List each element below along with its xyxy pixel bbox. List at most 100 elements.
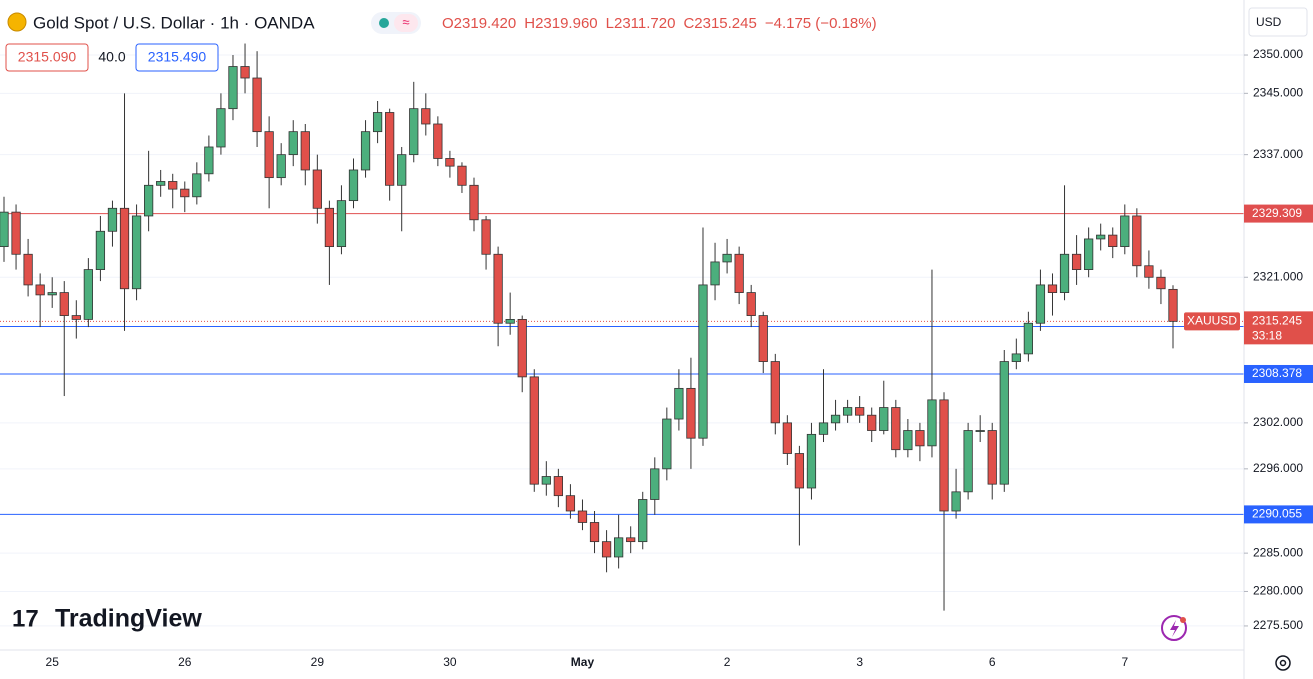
settings-icon[interactable] — [1275, 655, 1291, 671]
line-label-box — [1244, 364, 1313, 383]
candle-body — [11, 211, 21, 255]
candle-body — [264, 131, 274, 179]
candle-body — [698, 284, 708, 439]
y-tick-label: 2280.000 — [1253, 584, 1303, 598]
x-tick-label: 30 — [443, 655, 457, 669]
candle-body — [385, 112, 395, 186]
bid-price: 2315.090 — [18, 49, 77, 65]
chart-title: Gold Spot / U.S. Dollar · 1h · OANDA — [33, 13, 315, 32]
candle-body — [192, 173, 202, 198]
ohlc-value: L2311.720 — [606, 15, 676, 32]
candle-body — [300, 131, 310, 171]
ask-price: 2315.490 — [148, 49, 207, 65]
watermark-logo: 17 — [12, 605, 39, 632]
x-tick-label: May — [571, 655, 595, 669]
x-tick-label: 7 — [1121, 655, 1128, 669]
candle-body — [879, 407, 889, 431]
ohlc-value: H2319.960 — [524, 15, 597, 32]
candle-body — [47, 292, 57, 296]
candle-body — [1011, 353, 1021, 362]
candle-body — [818, 422, 829, 435]
countdown: 33:18 — [1252, 329, 1282, 343]
candle-body — [842, 407, 853, 416]
ask-box[interactable] — [135, 43, 219, 72]
settings-icon-center — [1279, 659, 1287, 667]
candle-body — [1035, 284, 1046, 324]
candle-body — [119, 207, 130, 290]
y-tick-label: 2350.000 — [1253, 47, 1303, 61]
candle-body — [626, 537, 636, 543]
currency-button[interactable] — [1248, 7, 1308, 37]
candle-body — [770, 361, 780, 424]
candle-body — [156, 181, 166, 186]
candle-body — [855, 407, 865, 416]
ohlc-value: O2319.420 — [442, 15, 516, 32]
candle-body — [240, 66, 250, 79]
candle-body — [517, 319, 527, 378]
line-label: 2290.055 — [1252, 507, 1302, 521]
candle-body — [601, 541, 612, 558]
candle-body — [734, 253, 744, 293]
ohlc-value: C2315.245 — [683, 15, 756, 32]
candle-body — [168, 181, 178, 190]
candle-body — [975, 430, 985, 432]
candle-body — [276, 154, 286, 179]
candle-body — [397, 154, 407, 186]
candle-body — [312, 169, 322, 209]
candle-body — [529, 376, 539, 485]
x-tick-label: 6 — [989, 655, 996, 669]
symbol-tag — [1184, 312, 1240, 331]
y-tick-label: 2345.000 — [1253, 86, 1303, 100]
bid-box[interactable] — [5, 43, 89, 72]
ohlc-values: O2319.420 H2319.960 L2311.720 C2315.245 −4.1… — [442, 15, 877, 32]
alert-dot — [1180, 617, 1186, 623]
candle-body — [686, 387, 696, 439]
candle-body — [614, 537, 624, 558]
candle-body — [638, 499, 648, 543]
candle-body — [1071, 253, 1082, 270]
market-open-icon — [379, 18, 389, 28]
candle-body — [1132, 215, 1142, 267]
candle-body — [951, 491, 961, 512]
y-tick-label: 2321.000 — [1253, 269, 1303, 283]
candle-body — [144, 184, 154, 217]
candle-body — [710, 261, 720, 286]
candle-body — [421, 108, 431, 125]
y-tick-label: 2337.000 — [1253, 147, 1303, 161]
candle-body — [1059, 253, 1070, 293]
candle-body — [927, 399, 937, 447]
candle-body — [445, 158, 455, 167]
candles — [0, 43, 1178, 611]
x-tick-label: 25 — [46, 655, 60, 669]
last-price: 2315.245 — [1252, 314, 1302, 328]
symbol-icon — [7, 12, 27, 32]
candle-body — [758, 315, 768, 362]
candle-body — [1120, 215, 1130, 248]
candle-body — [469, 184, 479, 221]
x-tick-label: 3 — [856, 655, 863, 669]
y-tick-label: 2302.000 — [1253, 415, 1303, 429]
candle-body — [1023, 322, 1033, 355]
candle-body — [903, 430, 913, 451]
x-tick-label: 2 — [724, 655, 731, 669]
candle-body — [83, 269, 93, 320]
candle-body — [481, 219, 491, 255]
time-axis: 25 26 29 30 May 2 3 6 7 — [46, 655, 1129, 669]
candle-body — [782, 422, 792, 454]
data-icon — [394, 14, 418, 32]
symbol-tag-label: XAUUSD — [1187, 314, 1237, 328]
candle-body — [0, 211, 9, 248]
candle-body — [1156, 276, 1166, 290]
candle-body — [1084, 238, 1094, 270]
candle-body — [915, 430, 925, 447]
watermark: TradingView — [55, 605, 202, 633]
y-tick-label: 2275.500 — [1253, 618, 1303, 632]
price-axis: 2350.000 2345.000 2337.000 2321.000 2302.000… — [1184, 47, 1313, 632]
candle-body — [867, 414, 877, 431]
candle-body — [228, 66, 238, 110]
x-tick-label: 29 — [311, 655, 325, 669]
candle-body — [806, 433, 817, 489]
candle-body — [59, 292, 69, 316]
